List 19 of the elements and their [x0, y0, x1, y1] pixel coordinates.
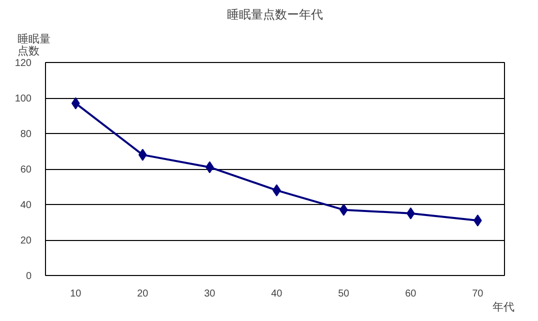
x-tick-label: 60: [405, 288, 417, 300]
y-tick-label: 60: [20, 164, 32, 176]
x-tick-label: 50: [338, 288, 350, 300]
y-tick-label: 80: [20, 129, 32, 140]
x-tick-label: 20: [137, 288, 149, 300]
point: [138, 148, 147, 161]
y-tick-label: 120: [14, 58, 32, 69]
chart-title: 睡眠量点数ー年代: [227, 8, 323, 22]
point: [71, 97, 80, 110]
x-tick-label: 30: [204, 288, 216, 300]
y-tick-label: 0: [26, 271, 32, 282]
y-tick-label: 100: [14, 94, 32, 104]
x-tick-label: 10: [70, 288, 82, 300]
y-tick-label: 20: [20, 236, 32, 246]
x-tick-label: 70: [472, 288, 484, 300]
x-axis-title: 年代: [492, 302, 514, 314]
y-axis-title: 睡眠量点数: [18, 32, 50, 58]
y-tick-label: 40: [20, 200, 32, 211]
x-tick-label: 40: [271, 288, 283, 300]
